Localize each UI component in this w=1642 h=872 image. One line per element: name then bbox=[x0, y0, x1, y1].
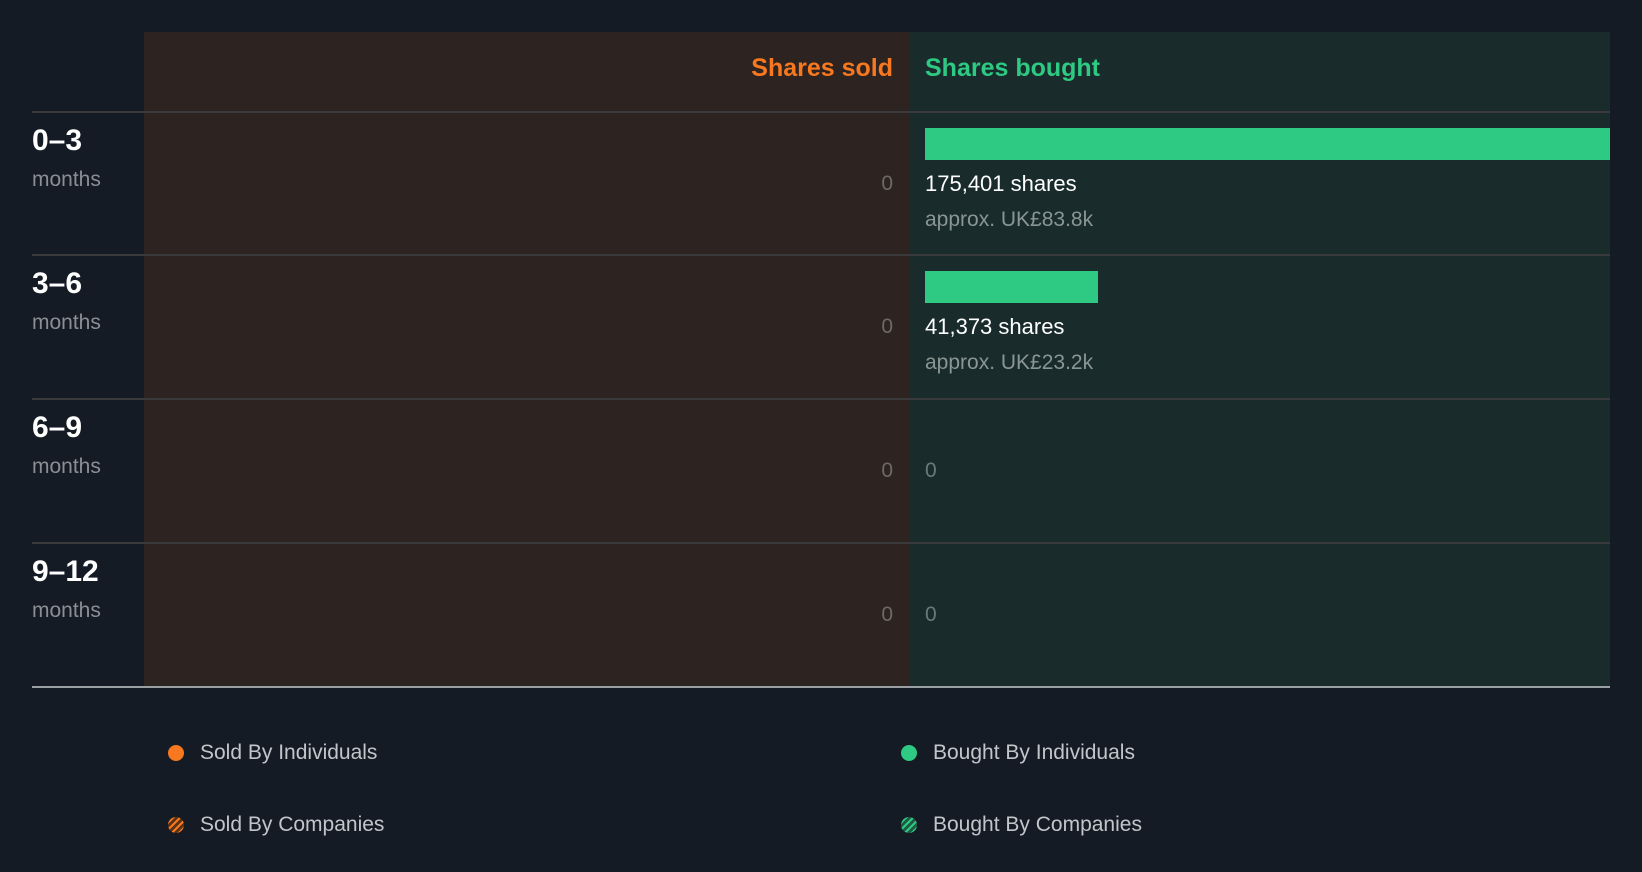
legend-label: Bought By Individuals bbox=[933, 741, 1135, 764]
period-unit: months bbox=[32, 311, 101, 334]
bought-value: 0 bbox=[925, 603, 937, 626]
period-range: 9–12 bbox=[32, 555, 99, 588]
bought-value: 0 bbox=[925, 459, 937, 482]
legend-sold-individuals[interactable]: Sold By Individuals bbox=[168, 741, 377, 765]
period-range: 0–3 bbox=[32, 124, 83, 157]
bought-shares: 175,401 shares bbox=[925, 171, 1077, 196]
bought-bar[interactable] bbox=[925, 128, 1610, 160]
sold-value: 0 bbox=[881, 172, 893, 195]
green-hatched-dot-icon bbox=[901, 817, 917, 833]
row-divider bbox=[32, 111, 1610, 113]
orange-hatched-dot-icon bbox=[168, 817, 184, 833]
period-range: 6–9 bbox=[32, 411, 83, 444]
legend-label: Bought By Companies bbox=[933, 813, 1142, 836]
period-row-9-12: 9–12 months 0 0 bbox=[0, 544, 1642, 687]
sold-value: 0 bbox=[881, 603, 893, 626]
period-range: 3–6 bbox=[32, 267, 83, 300]
period-unit: months bbox=[32, 599, 101, 622]
period-row-6-9: 6–9 months 0 0 bbox=[0, 400, 1642, 543]
row-divider bbox=[32, 542, 1610, 544]
bought-shares: 41,373 shares bbox=[925, 314, 1065, 339]
sold-value: 0 bbox=[881, 315, 893, 338]
bought-bar[interactable] bbox=[925, 271, 1098, 303]
legend-bought-companies[interactable]: Bought By Companies bbox=[901, 813, 1142, 837]
row-divider bbox=[32, 398, 1610, 400]
sold-panel bbox=[144, 32, 909, 687]
period-unit: months bbox=[32, 455, 101, 478]
period-row-0-3: 0–3 months 0 175,401 shares approx. UK£8… bbox=[0, 113, 1642, 256]
legend-label: Sold By Companies bbox=[200, 813, 385, 836]
shares-bought-header: Shares bought bbox=[925, 54, 1101, 82]
period-unit: months bbox=[32, 168, 101, 191]
period-row-3-6: 3–6 months 0 41,373 shares approx. UK£23… bbox=[0, 256, 1642, 399]
legend-bought-individuals[interactable]: Bought By Individuals bbox=[901, 741, 1135, 765]
legend-sold-companies[interactable]: Sold By Companies bbox=[168, 813, 384, 837]
green-dot-icon bbox=[901, 745, 917, 761]
sold-value: 0 bbox=[881, 459, 893, 482]
shares-sold-header: Shares sold bbox=[751, 54, 893, 82]
orange-dot-icon bbox=[168, 745, 184, 761]
bought-approx-value: approx. UK£23.2k bbox=[925, 351, 1094, 374]
legend-label: Sold By Individuals bbox=[200, 741, 378, 764]
baseline-axis bbox=[32, 686, 1610, 688]
row-divider bbox=[32, 254, 1610, 256]
bought-approx-value: approx. UK£83.8k bbox=[925, 208, 1094, 231]
